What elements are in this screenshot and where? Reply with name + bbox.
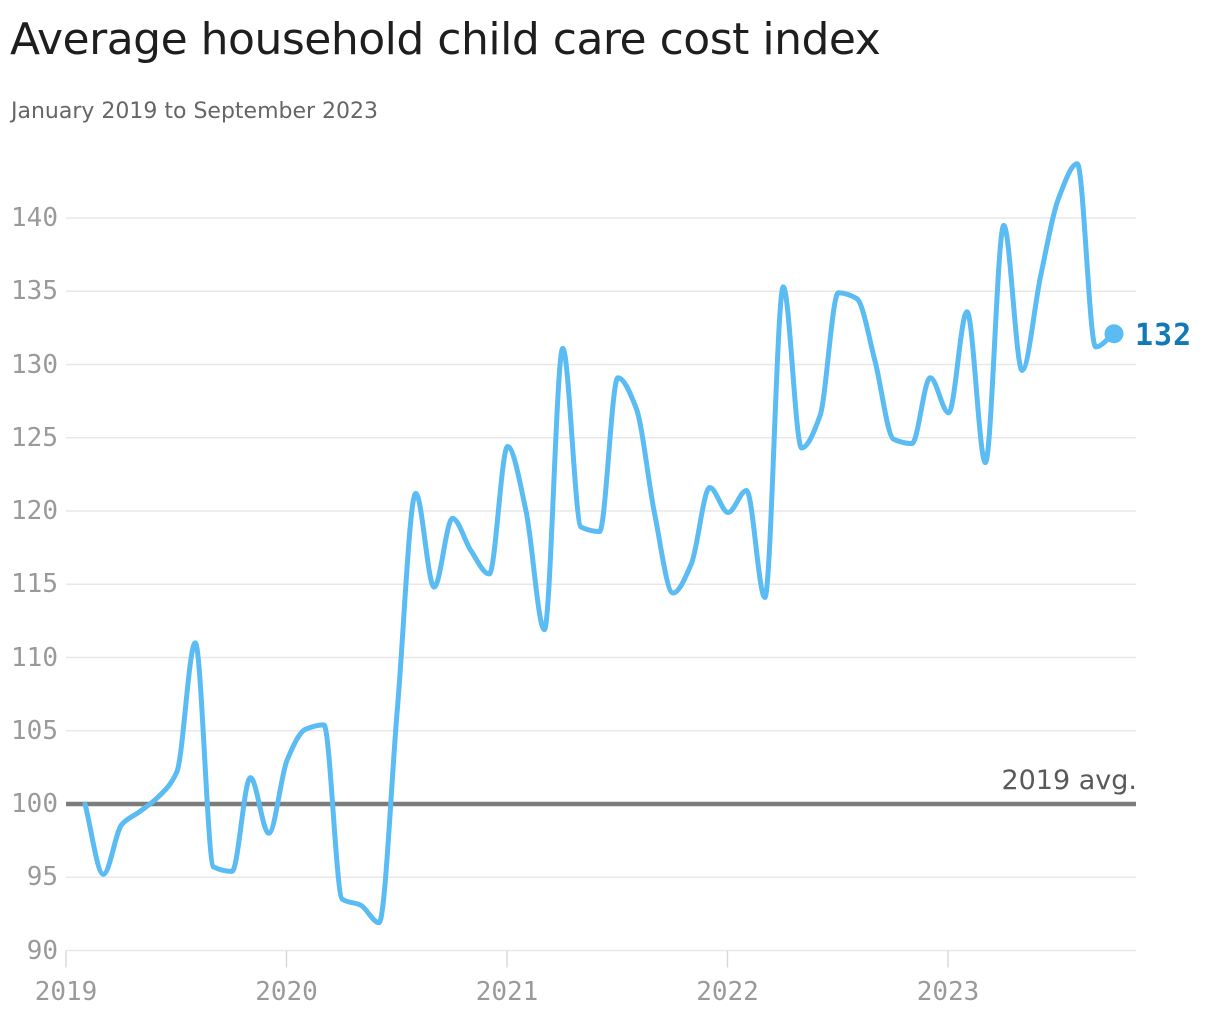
x-tick-label: 2022 (696, 977, 759, 1007)
x-tick-label: 2021 (475, 977, 539, 1007)
y-tick-label: 110 (11, 642, 58, 673)
y-tick-label: 100 (11, 789, 58, 819)
ref-line-label: 2019 avg. (1001, 765, 1137, 796)
y-tick-label: 135 (11, 276, 58, 307)
y-tick-label: 130 (11, 349, 58, 380)
end-point-label: 132 (1135, 318, 1193, 353)
y-tick-label: 120 (11, 496, 58, 526)
x-tick-label: 2020 (255, 977, 318, 1007)
chart-subtitle: January 2019 to September 2023 (11, 99, 379, 124)
x-tick-label: 2023 (916, 977, 980, 1007)
y-tick-label: 105 (11, 715, 58, 746)
x-tick-label: 2019 (34, 977, 98, 1007)
y-tick-label: 140 (11, 203, 58, 233)
data-line (82, 161, 1117, 926)
y-tick-label: 95 (26, 862, 58, 893)
chart-title: Average household child care cost index (10, 14, 881, 65)
y-tick-label: 90 (26, 935, 58, 966)
end-point-dot (1104, 324, 1124, 344)
y-tick-label: 125 (11, 422, 58, 453)
y-tick-label: 115 (11, 569, 58, 600)
